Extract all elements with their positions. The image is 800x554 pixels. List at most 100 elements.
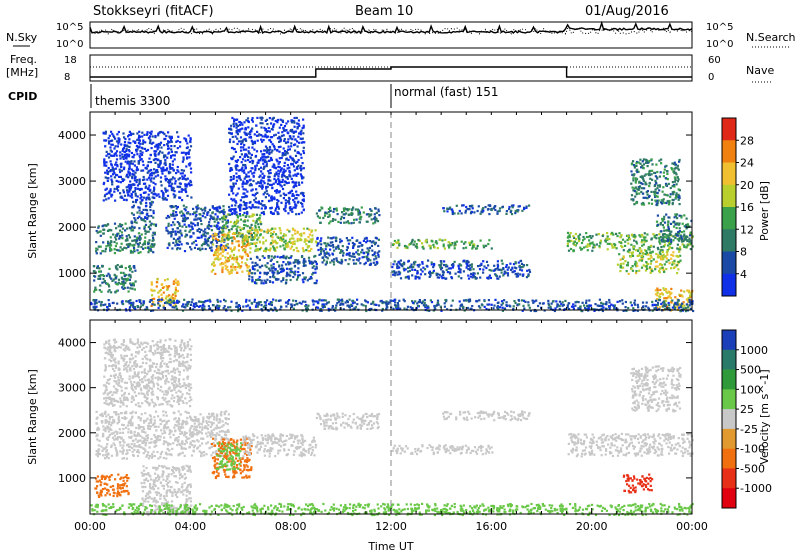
scatter-cell [161, 172, 164, 175]
scatter-cell [222, 208, 225, 211]
scatter-cell [282, 254, 285, 257]
scatter-cell [642, 235, 645, 238]
scatter-cell [292, 174, 295, 177]
scatter-cell [487, 276, 490, 279]
scatter-cell [263, 204, 266, 207]
scatter-cell [629, 255, 632, 258]
scatter-cell [189, 181, 193, 184]
scatter-cell [127, 243, 130, 246]
scatter-cell [627, 272, 630, 275]
scatter-cell [678, 214, 681, 217]
scatter-cell [102, 199, 105, 202]
scatter-cell [103, 139, 106, 142]
scatter-cell [651, 250, 654, 253]
scatter-cell [95, 241, 98, 244]
scatter-cell [676, 180, 679, 183]
scatter-cell [421, 262, 424, 265]
scatter-cell [373, 258, 376, 261]
scatter-cell [640, 250, 643, 253]
scatter-cell [638, 252, 642, 255]
scatter-cell [241, 127, 244, 130]
scatter-cell [352, 252, 356, 256]
scatter-cell [249, 215, 252, 218]
scatter-cell [496, 267, 499, 270]
scatter-cell [295, 167, 298, 170]
scatter-cell [128, 188, 131, 191]
scatter-cell [142, 208, 145, 211]
scatter-cell [301, 247, 304, 250]
scatter-cell [254, 235, 257, 238]
scatter-cell [300, 255, 304, 259]
scatter-cell [131, 251, 135, 254]
scatter-cell [496, 265, 500, 268]
scatter-cell [154, 136, 157, 139]
scatter-cell [276, 137, 280, 140]
scatter-cell [170, 231, 173, 234]
scatter-cell [125, 155, 128, 158]
scatter-cell [417, 265, 420, 268]
scatter-cell [633, 233, 636, 237]
scatter-cell [144, 185, 148, 188]
scatter-cell [99, 270, 102, 273]
scatter-cell [135, 144, 138, 148]
scatter-cell [478, 264, 482, 267]
scatter-cell [432, 266, 435, 269]
scatter-cell [211, 205, 214, 208]
scatter-cell [360, 215, 363, 218]
scatter-cell [220, 210, 223, 213]
scatter-cell [203, 305, 206, 308]
scatter-cell [233, 237, 236, 240]
scatter-cell [324, 248, 327, 251]
scatter-cell [235, 168, 238, 171]
scatter-cell [301, 300, 305, 303]
scatter-cell [367, 213, 370, 216]
scatter-cell [345, 221, 348, 224]
scatter-cell [247, 273, 250, 276]
scatter-cell [224, 248, 227, 251]
scatter-cell [267, 175, 270, 178]
scatter-cell [176, 221, 179, 224]
scatter-cell [116, 232, 119, 235]
scatter-cell [289, 256, 292, 259]
scatter-cell [132, 244, 135, 247]
scatter-cell [460, 277, 463, 280]
scatter-cell [344, 259, 347, 262]
scatter-cell [482, 268, 485, 271]
scatter-cell [636, 188, 639, 191]
scatter-cell [110, 195, 113, 198]
scatter-cell [303, 141, 306, 144]
scatter-cell [232, 253, 235, 256]
scatter-cell [281, 131, 284, 134]
scatter-cell [292, 185, 295, 189]
scatter-cell [169, 171, 172, 174]
scatter-cell [659, 253, 662, 256]
scatter-cell [663, 193, 666, 196]
scatter-cell [395, 263, 398, 266]
scatter-cell [107, 197, 110, 200]
scatter-cell [611, 231, 614, 234]
scatter-cell [658, 236, 661, 240]
scatter-cell [282, 278, 285, 281]
scatter-cell [299, 201, 303, 205]
scatter-cell [232, 122, 235, 125]
scatter-cell [413, 240, 416, 243]
scatter-cell [110, 143, 113, 146]
scatter-cell [189, 145, 193, 148]
scatter-cell [148, 239, 151, 242]
scatter-cell [631, 265, 634, 268]
scatter-cell [669, 238, 672, 241]
scatter-cell [280, 167, 283, 170]
scatter-cell [569, 247, 573, 251]
scatter-cell [681, 295, 684, 298]
scatter-cell [356, 252, 360, 256]
freq-tick-top: 18 [64, 55, 77, 66]
scatter-cell [425, 241, 428, 244]
scatter-cell [269, 232, 272, 235]
scatter-cell [296, 239, 299, 243]
scatter-cell [310, 277, 313, 280]
scatter-cell [671, 185, 674, 188]
scatter-cell [248, 232, 251, 235]
scatter-cell [228, 272, 231, 275]
scatter-cell [284, 199, 287, 202]
scatter-cell [261, 135, 264, 138]
